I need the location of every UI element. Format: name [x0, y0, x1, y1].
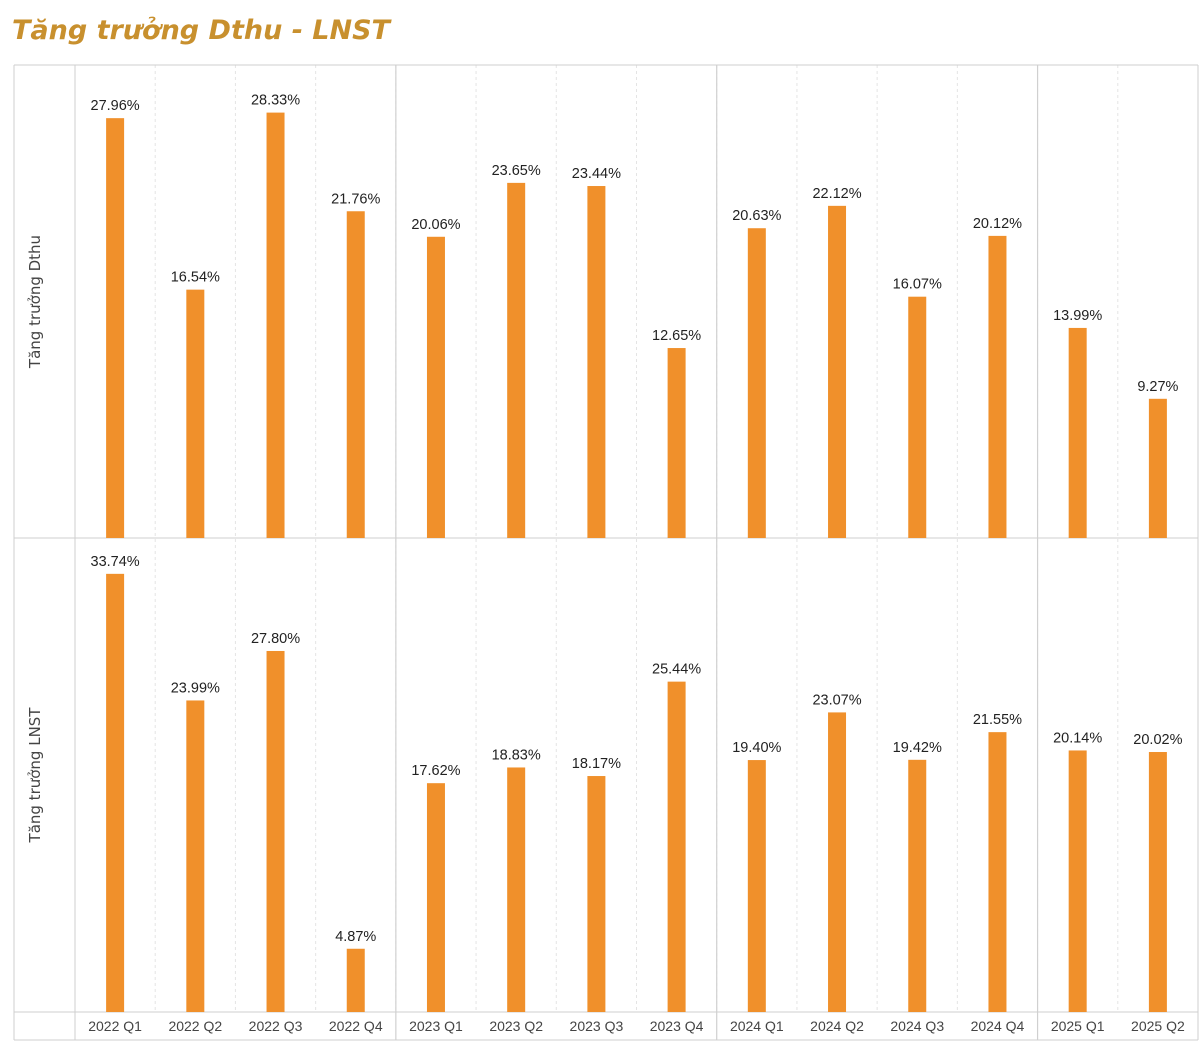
bar-value-label: 27.96% [91, 98, 140, 114]
bar-value-label: 28.33% [251, 93, 300, 109]
y-axis-label-lnst: Tăng trưởng LNST [26, 707, 44, 844]
bar-dthu [828, 205, 847, 539]
x-tick-label: 2024 Q3 [890, 1018, 944, 1034]
x-tick-label: 2025 Q2 [1131, 1018, 1185, 1034]
bar-value-label: 21.76% [331, 191, 380, 207]
bar-lnst [1148, 752, 1167, 1012]
x-tick-label: 2022 Q3 [249, 1018, 303, 1034]
bar-value-label: 21.55% [973, 712, 1022, 728]
x-tick-label: 2023 Q1 [409, 1018, 463, 1034]
bar-value-label: 12.65% [652, 328, 701, 344]
category-labels-layer: 2022 Q1 2022 Q2 2022 Q3 2022 Q4 2023 Q1 2023 … [88, 1018, 1185, 1034]
bar-lnst [908, 759, 927, 1012]
bar-dthu [507, 182, 526, 538]
bar-value-label: 25.44% [652, 662, 701, 678]
bar-value-label: 27.80% [251, 631, 300, 647]
bar-value-label: 23.65% [492, 163, 541, 179]
bar-value-label: 16.54% [171, 270, 220, 286]
bars-layer: 27.96% 16.54% 28.33% 21.76% 20.06% 23.65% 23.4… [91, 93, 1183, 1012]
bar-dthu [186, 289, 205, 538]
x-tick-label: 2022 Q1 [88, 1018, 142, 1034]
bar-value-label: 22.12% [812, 186, 861, 202]
x-tick-label: 2024 Q1 [730, 1018, 784, 1034]
bar-lnst [266, 650, 285, 1012]
bar-value-label: 23.07% [812, 692, 861, 708]
bar-value-label: 18.17% [572, 756, 621, 772]
x-tick-label: 2024 Q2 [810, 1018, 864, 1034]
bar-value-label: 20.14% [1053, 730, 1102, 746]
bar-value-label: 9.27% [1137, 379, 1178, 395]
bar-lnst [426, 783, 445, 1012]
bar-value-label: 17.62% [411, 763, 460, 779]
bar-value-label: 4.87% [335, 929, 376, 945]
bar-lnst [988, 732, 1007, 1012]
chart-title: Tăng trưởng Dthu - LNST [12, 15, 393, 46]
bar-value-label: 18.83% [492, 747, 541, 763]
bar-value-label: 19.42% [893, 740, 942, 756]
bar-lnst [106, 573, 125, 1012]
bar-dthu [1068, 327, 1087, 538]
x-tick-label: 2022 Q4 [329, 1018, 383, 1034]
bar-value-label: 33.74% [91, 554, 140, 570]
bar-value-label: 19.40% [732, 740, 781, 756]
x-tick-label: 2023 Q2 [489, 1018, 543, 1034]
bar-dthu [266, 112, 285, 539]
bar-lnst [507, 767, 526, 1012]
bar-value-label: 16.07% [893, 277, 942, 293]
bar-value-label: 20.06% [411, 217, 460, 233]
bar-value-label: 13.99% [1053, 308, 1102, 324]
bar-lnst [667, 681, 686, 1012]
bar-value-label: 23.44% [572, 166, 621, 182]
bar-value-label: 20.02% [1133, 732, 1182, 748]
bar-lnst [1068, 750, 1087, 1012]
bar-dthu [1148, 398, 1167, 538]
y-axis-label-dthu: Tăng trưởng Dthu [26, 235, 44, 369]
bar-value-label: 23.99% [171, 680, 220, 696]
bar-value-label: 20.63% [732, 208, 781, 224]
x-tick-label: 2024 Q4 [971, 1018, 1025, 1034]
bar-lnst [186, 700, 205, 1012]
x-tick-label: 2023 Q4 [650, 1018, 704, 1034]
bar-lnst [828, 712, 847, 1012]
bar-dthu [988, 235, 1007, 539]
bar-value-label: 20.12% [973, 216, 1022, 232]
bar-dthu [667, 348, 686, 538]
bar-dthu [426, 236, 445, 538]
bar-dthu [106, 118, 125, 538]
bar-lnst [747, 760, 766, 1012]
x-tick-label: 2025 Q1 [1051, 1018, 1105, 1034]
bar-dthu [587, 186, 606, 538]
bar-dthu [908, 296, 927, 538]
bar-dthu [346, 211, 365, 538]
x-tick-label: 2023 Q3 [570, 1018, 624, 1034]
x-tick-label: 2022 Q2 [168, 1018, 222, 1034]
bar-dthu [747, 228, 766, 538]
bar-lnst [346, 948, 365, 1012]
bar-lnst [587, 776, 606, 1012]
